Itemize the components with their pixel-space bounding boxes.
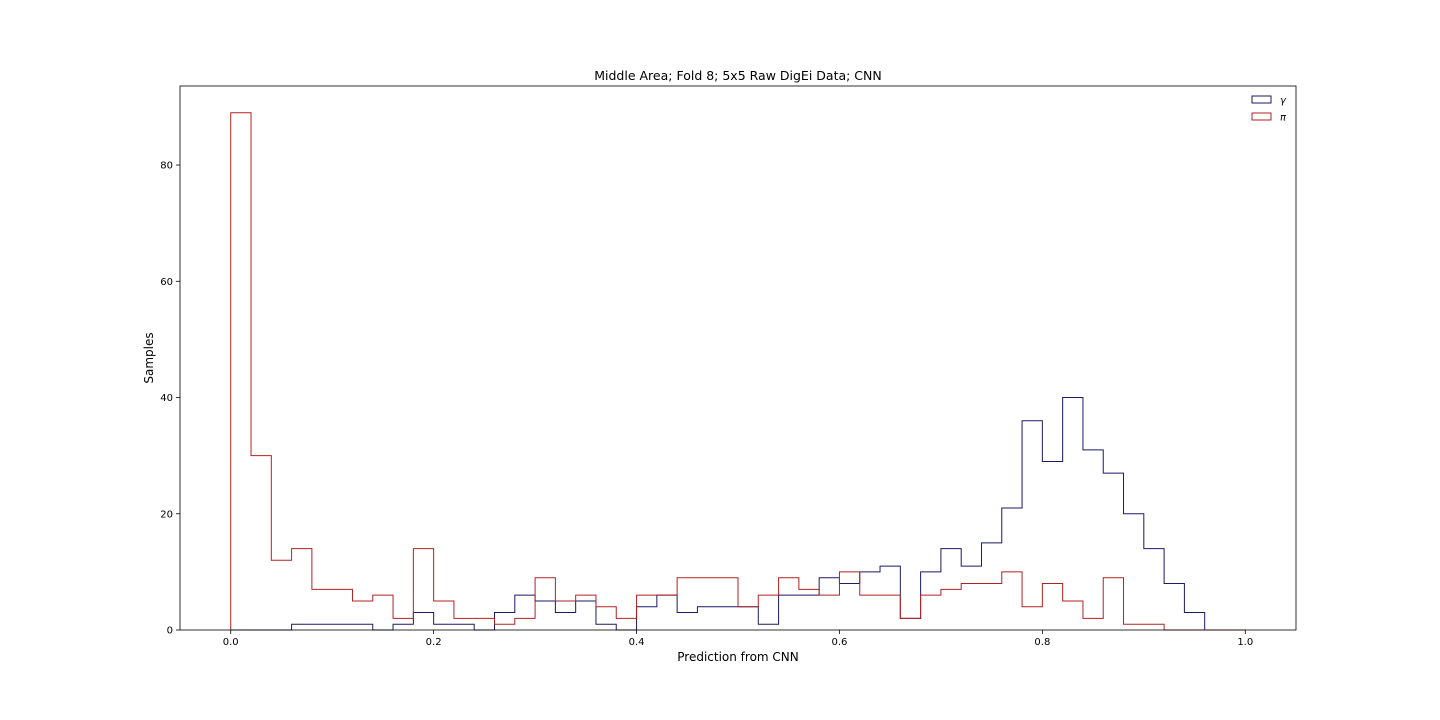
y-tick-label: 80 [160,161,173,172]
y-tick-label: 40 [160,393,173,404]
x-axis-label: Prediction from CNN [677,650,799,664]
x-tick-label: 1.0 [1237,637,1253,648]
y-tick-label: 60 [160,277,173,288]
axes-frame [179,85,1297,631]
legend-label: π [1280,113,1287,124]
histogram-series [230,112,1246,631]
x-axis-ticks: 0.0 0.2 0.4 0.6 0.8 1.0 [223,630,1253,648]
y-axis-label: Samples [142,332,156,383]
legend-label: γ [1280,96,1287,107]
x-tick-label: 0.6 [832,637,848,648]
x-tick-label: 0.0 [223,637,239,648]
histogram-series-2 [230,112,1246,631]
x-tick-label: 0.8 [1034,637,1050,648]
legend-swatch [1251,95,1272,104]
plot-area [179,85,1297,631]
y-tick-label: 20 [160,509,173,520]
legend: γπ [1251,95,1287,124]
y-tick-label: 0 [167,626,173,637]
y-axis-ticks: 0 20 40 60 80 [160,161,180,637]
x-tick-label: 0.4 [629,637,645,648]
chart-title: Middle Area; Fold 8; 5x5 Raw DigEi Data;… [594,68,882,83]
histogram-series-1 [230,397,1246,631]
legend-swatch [1251,112,1272,121]
x-tick-label: 0.2 [426,637,442,648]
